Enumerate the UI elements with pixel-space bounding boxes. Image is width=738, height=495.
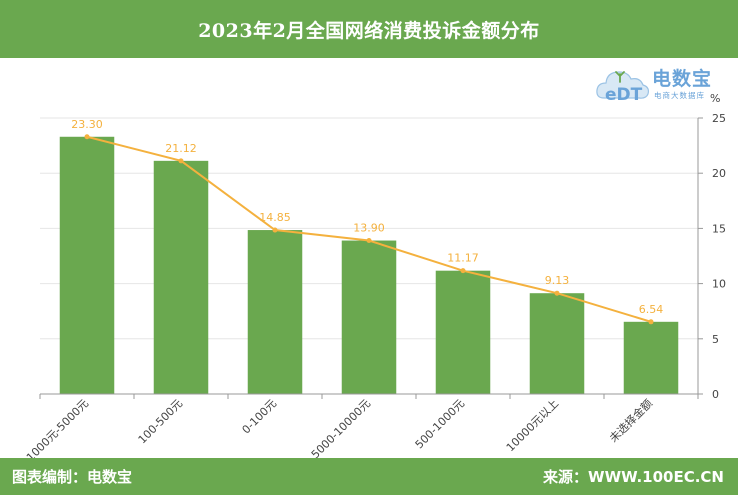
bar [247, 230, 303, 394]
data-label: 13.90 [353, 222, 385, 235]
bar [529, 293, 585, 394]
bar [435, 270, 491, 394]
x-tick-label: 500-1000元 [413, 397, 467, 451]
data-label: 11.17 [447, 252, 479, 265]
line-point [178, 158, 184, 164]
y-tick-label: 0 [712, 388, 719, 401]
bar [341, 240, 397, 394]
chart-title: 2023年2月全国网络消费投诉金额分布 [198, 19, 540, 42]
x-axis: 1000元-5000元 100-500元 0-100元 5000-10000元 500-… [24, 393, 699, 458]
line-point [366, 238, 372, 244]
logo: eDT 电数宝 电商大数据库 [594, 60, 734, 108]
bar-chart: 23.30 21.12 14.85 13.90 11.17 9.13 6.54 0 5 10 15… [24, 92, 726, 458]
data-label: 6.54 [639, 303, 664, 316]
footer-source: 来源：WWW.100EC.CN [543, 468, 724, 486]
y-tick-label: 25 [712, 112, 726, 125]
y-tick-label: 20 [712, 167, 726, 180]
title-bar: 2023年2月全国网络消费投诉金额分布 [0, 0, 738, 58]
bar [59, 136, 115, 394]
line-point [554, 290, 560, 296]
data-label: 9.13 [545, 274, 570, 287]
cloud-logo-icon: eDT [596, 71, 650, 105]
x-tick-label: 未选择金额 [606, 396, 655, 445]
footer-bar: 图表编制：电数宝 来源：WWW.100EC.CN [0, 458, 738, 495]
x-tick-label: 100-500元 [136, 397, 185, 446]
y-tick-label: 10 [712, 278, 726, 291]
x-tick-label: 1000元-5000元 [24, 397, 91, 458]
x-tick-label: 0-100元 [240, 397, 280, 437]
x-tick-label: 5000-10000元 [309, 397, 373, 458]
line-point [460, 268, 466, 274]
bars [59, 136, 679, 394]
line-point [648, 319, 654, 325]
logo-subtitle: 电商大数据库 [654, 91, 705, 100]
line-point [84, 134, 90, 140]
bar [153, 160, 209, 394]
logo-mark: eDT [605, 85, 643, 105]
y-axis: 0 5 10 15 20 25% [697, 92, 726, 401]
trend-line [84, 134, 654, 325]
data-label: 14.85 [259, 211, 291, 224]
logo-text: 电数宝 [652, 68, 713, 90]
footer-credit: 图表编制：电数宝 [12, 468, 133, 486]
x-tick-label: 10000元以上 [504, 397, 561, 454]
value-labels: 23.30 21.12 14.85 13.90 11.17 9.13 6.54 [71, 118, 663, 316]
data-label: 21.12 [165, 142, 197, 155]
y-unit-label: % [710, 92, 720, 105]
y-tick-label: 15 [712, 222, 726, 235]
line-point [272, 227, 278, 233]
y-tick-label: 5 [712, 333, 719, 346]
bar [623, 321, 679, 394]
data-label: 23.30 [71, 118, 103, 131]
